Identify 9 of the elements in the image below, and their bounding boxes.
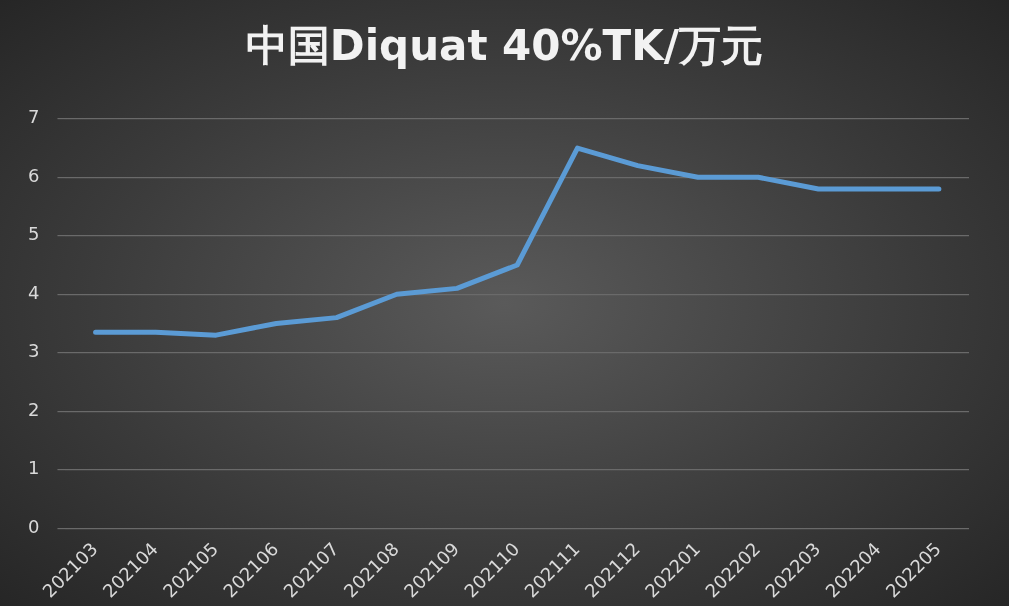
y-tick-label: 7 (28, 106, 40, 128)
y-tick-label: 3 (28, 340, 40, 362)
y-tick-label: 2 (28, 398, 40, 420)
y-tick-label: 0 (28, 515, 40, 537)
chart-title: 中国Diquat 40%TK/万元 (244, 20, 765, 72)
y-tick-label: 5 (28, 223, 40, 245)
y-tick-label: 4 (28, 281, 40, 303)
y-tick-label: 6 (28, 164, 40, 186)
y-tick-label: 1 (28, 457, 40, 479)
